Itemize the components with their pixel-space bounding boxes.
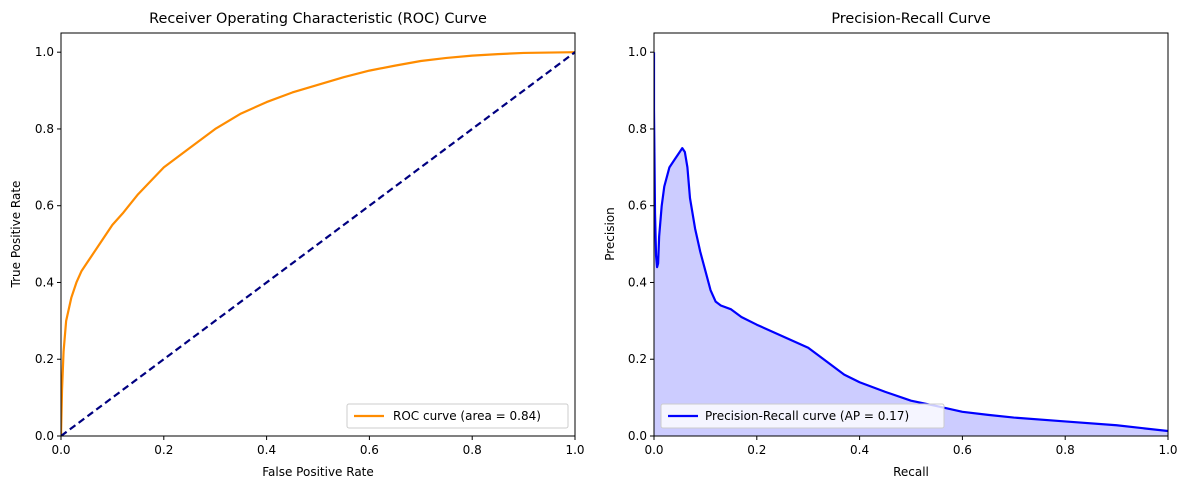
pr-chart: Precision-Recall Curve Recall Precision …	[603, 11, 1178, 479]
roc-chart-title: Receiver Operating Characteristic (ROC) …	[149, 11, 487, 27]
pr-x-axis-label: Recall	[893, 465, 929, 479]
pr-legend: Precision-Recall curve (AP = 0.17)	[660, 403, 945, 429]
roc-y-tick-label: 0.4	[35, 275, 54, 289]
pr-chart-title: Precision-Recall Curve	[831, 11, 991, 27]
roc-y-tick-label: 0.0	[35, 429, 54, 443]
roc-axes-frame	[60, 32, 576, 437]
roc-y-tick-label: 0.8	[35, 122, 54, 136]
roc-plot-area: 0.0 0.2 0.4 0.6 0.8 1.0 0.0 0.2 0.4 0.6 0.8 1.0	[35, 32, 585, 457]
pr-x-tick-label: 0.8	[1056, 443, 1075, 457]
pr-y-tick-label: 0.2	[628, 352, 647, 366]
roc-x-tick-label: 0.8	[463, 443, 482, 457]
pr-area-fill	[654, 52, 1168, 436]
roc-y-axis-label: True Positive Rate	[9, 181, 23, 289]
pr-x-tick-label: 1.0	[1158, 443, 1177, 457]
pr-x-tick-label: 0.0	[644, 443, 663, 457]
pr-x-tick-label: 0.2	[747, 443, 766, 457]
pr-x-tick-label: 0.4	[850, 443, 869, 457]
roc-chart: Receiver Operating Characteristic (ROC) …	[9, 11, 585, 479]
roc-series-layer	[61, 51, 575, 436]
roc-chance-line	[61, 51, 575, 436]
pr-legend-label: Precision-Recall curve (AP = 0.17)	[705, 409, 909, 423]
roc-legend: ROC curve (area = 0.84)	[346, 403, 569, 429]
pr-y-tick-label: 1.0	[628, 45, 647, 59]
roc-y-tick-label: 0.6	[35, 199, 54, 213]
pr-legend-box	[660, 403, 945, 429]
pr-y-tick-label: 0.0	[628, 429, 647, 443]
pr-y-tick-label: 0.4	[628, 275, 647, 289]
roc-x-tick-label: 1.0	[565, 443, 584, 457]
roc-legend-label: ROC curve (area = 0.84)	[393, 409, 541, 423]
pr-x-tick-label: 0.6	[953, 443, 972, 457]
pr-y-tick-label: 0.8	[628, 122, 647, 136]
roc-legend-box	[346, 403, 569, 429]
roc-series-line	[61, 51, 575, 436]
roc-y-tick-label: 0.2	[35, 352, 54, 366]
pr-axes-frame	[653, 32, 1169, 437]
pr-y-axis-label: Precision	[603, 207, 617, 261]
roc-x-axis-label: False Positive Rate	[262, 465, 374, 479]
pr-y-tick-label: 0.6	[628, 199, 647, 213]
roc-x-tick-label: 0.0	[51, 443, 70, 457]
roc-x-tick-label: 0.2	[154, 443, 173, 457]
roc-x-tick-label: 0.6	[360, 443, 379, 457]
roc-x-tick-label: 0.4	[257, 443, 276, 457]
roc-y-tick-label: 1.0	[35, 45, 54, 59]
